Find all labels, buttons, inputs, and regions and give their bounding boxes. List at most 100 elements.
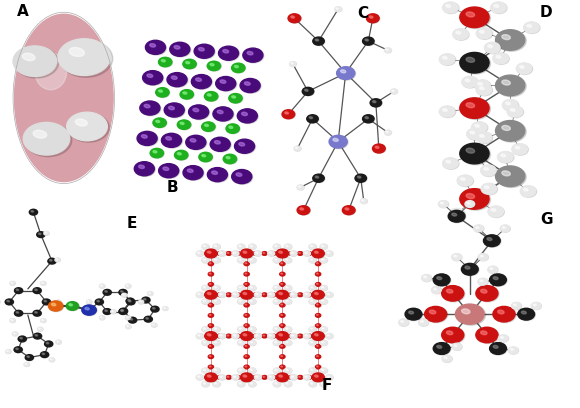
Circle shape bbox=[226, 293, 231, 297]
Circle shape bbox=[316, 273, 321, 276]
Ellipse shape bbox=[234, 376, 235, 377]
Ellipse shape bbox=[171, 76, 177, 80]
Circle shape bbox=[498, 335, 508, 342]
Ellipse shape bbox=[321, 383, 324, 384]
Ellipse shape bbox=[250, 287, 252, 288]
Ellipse shape bbox=[14, 14, 113, 182]
Circle shape bbox=[30, 209, 38, 215]
Text: F: F bbox=[321, 379, 332, 393]
Circle shape bbox=[465, 201, 475, 208]
Circle shape bbox=[5, 299, 14, 305]
Circle shape bbox=[34, 333, 42, 339]
Ellipse shape bbox=[186, 62, 190, 64]
Circle shape bbox=[86, 300, 92, 304]
Ellipse shape bbox=[31, 211, 34, 212]
Circle shape bbox=[262, 293, 267, 297]
Circle shape bbox=[213, 368, 220, 373]
Circle shape bbox=[99, 284, 104, 288]
Circle shape bbox=[312, 290, 325, 299]
Ellipse shape bbox=[100, 317, 102, 318]
Ellipse shape bbox=[375, 146, 379, 149]
Ellipse shape bbox=[263, 376, 264, 377]
Circle shape bbox=[202, 382, 209, 387]
Text: B: B bbox=[166, 180, 178, 195]
Circle shape bbox=[360, 199, 367, 204]
Ellipse shape bbox=[443, 109, 447, 111]
Circle shape bbox=[262, 293, 267, 297]
Circle shape bbox=[188, 105, 209, 119]
Circle shape bbox=[197, 251, 204, 256]
Ellipse shape bbox=[11, 282, 13, 283]
Circle shape bbox=[140, 102, 161, 116]
Ellipse shape bbox=[310, 287, 313, 288]
Circle shape bbox=[273, 340, 281, 346]
Circle shape bbox=[213, 382, 220, 387]
Circle shape bbox=[320, 340, 327, 345]
Ellipse shape bbox=[218, 335, 220, 336]
Ellipse shape bbox=[480, 135, 484, 137]
Circle shape bbox=[419, 319, 429, 326]
Circle shape bbox=[126, 298, 134, 304]
Ellipse shape bbox=[227, 376, 229, 377]
Circle shape bbox=[119, 289, 127, 295]
Circle shape bbox=[194, 44, 214, 58]
Circle shape bbox=[249, 258, 256, 263]
Circle shape bbox=[237, 258, 245, 263]
Ellipse shape bbox=[234, 65, 238, 68]
Circle shape bbox=[226, 252, 231, 255]
Ellipse shape bbox=[236, 294, 238, 295]
Circle shape bbox=[284, 244, 292, 249]
Circle shape bbox=[289, 375, 294, 379]
Ellipse shape bbox=[286, 259, 288, 260]
Ellipse shape bbox=[215, 141, 220, 144]
Ellipse shape bbox=[466, 103, 474, 108]
Ellipse shape bbox=[484, 168, 488, 170]
Circle shape bbox=[477, 286, 499, 302]
Circle shape bbox=[262, 334, 267, 338]
Circle shape bbox=[14, 288, 23, 294]
Circle shape bbox=[244, 344, 249, 348]
Ellipse shape bbox=[140, 301, 141, 302]
Circle shape bbox=[502, 100, 518, 111]
Circle shape bbox=[280, 324, 285, 328]
Circle shape bbox=[320, 244, 328, 249]
Ellipse shape bbox=[20, 337, 22, 339]
Ellipse shape bbox=[515, 146, 520, 149]
Ellipse shape bbox=[153, 151, 157, 153]
Ellipse shape bbox=[513, 304, 516, 306]
Circle shape bbox=[119, 309, 127, 315]
Circle shape bbox=[238, 299, 245, 304]
Circle shape bbox=[213, 286, 220, 290]
Ellipse shape bbox=[50, 259, 52, 261]
Circle shape bbox=[126, 298, 135, 304]
Ellipse shape bbox=[88, 301, 89, 302]
Ellipse shape bbox=[305, 376, 307, 377]
Circle shape bbox=[316, 324, 321, 328]
Circle shape bbox=[56, 340, 61, 344]
Circle shape bbox=[231, 63, 245, 73]
Circle shape bbox=[488, 206, 504, 217]
Ellipse shape bbox=[215, 259, 216, 260]
Ellipse shape bbox=[327, 293, 329, 295]
Ellipse shape bbox=[314, 334, 318, 336]
Ellipse shape bbox=[242, 112, 248, 115]
Ellipse shape bbox=[210, 64, 214, 66]
Circle shape bbox=[95, 299, 103, 305]
Ellipse shape bbox=[299, 376, 300, 377]
Ellipse shape bbox=[506, 102, 510, 105]
Circle shape bbox=[462, 77, 478, 88]
Ellipse shape bbox=[198, 376, 200, 377]
Circle shape bbox=[229, 93, 242, 103]
Circle shape bbox=[309, 382, 317, 387]
Circle shape bbox=[202, 258, 209, 263]
Ellipse shape bbox=[272, 335, 273, 336]
Ellipse shape bbox=[304, 89, 308, 91]
Circle shape bbox=[119, 309, 128, 315]
Ellipse shape bbox=[290, 376, 291, 377]
Circle shape bbox=[273, 244, 281, 249]
Ellipse shape bbox=[462, 309, 470, 314]
Circle shape bbox=[280, 365, 285, 369]
Circle shape bbox=[385, 130, 392, 135]
Ellipse shape bbox=[491, 208, 496, 211]
Circle shape bbox=[271, 252, 276, 255]
